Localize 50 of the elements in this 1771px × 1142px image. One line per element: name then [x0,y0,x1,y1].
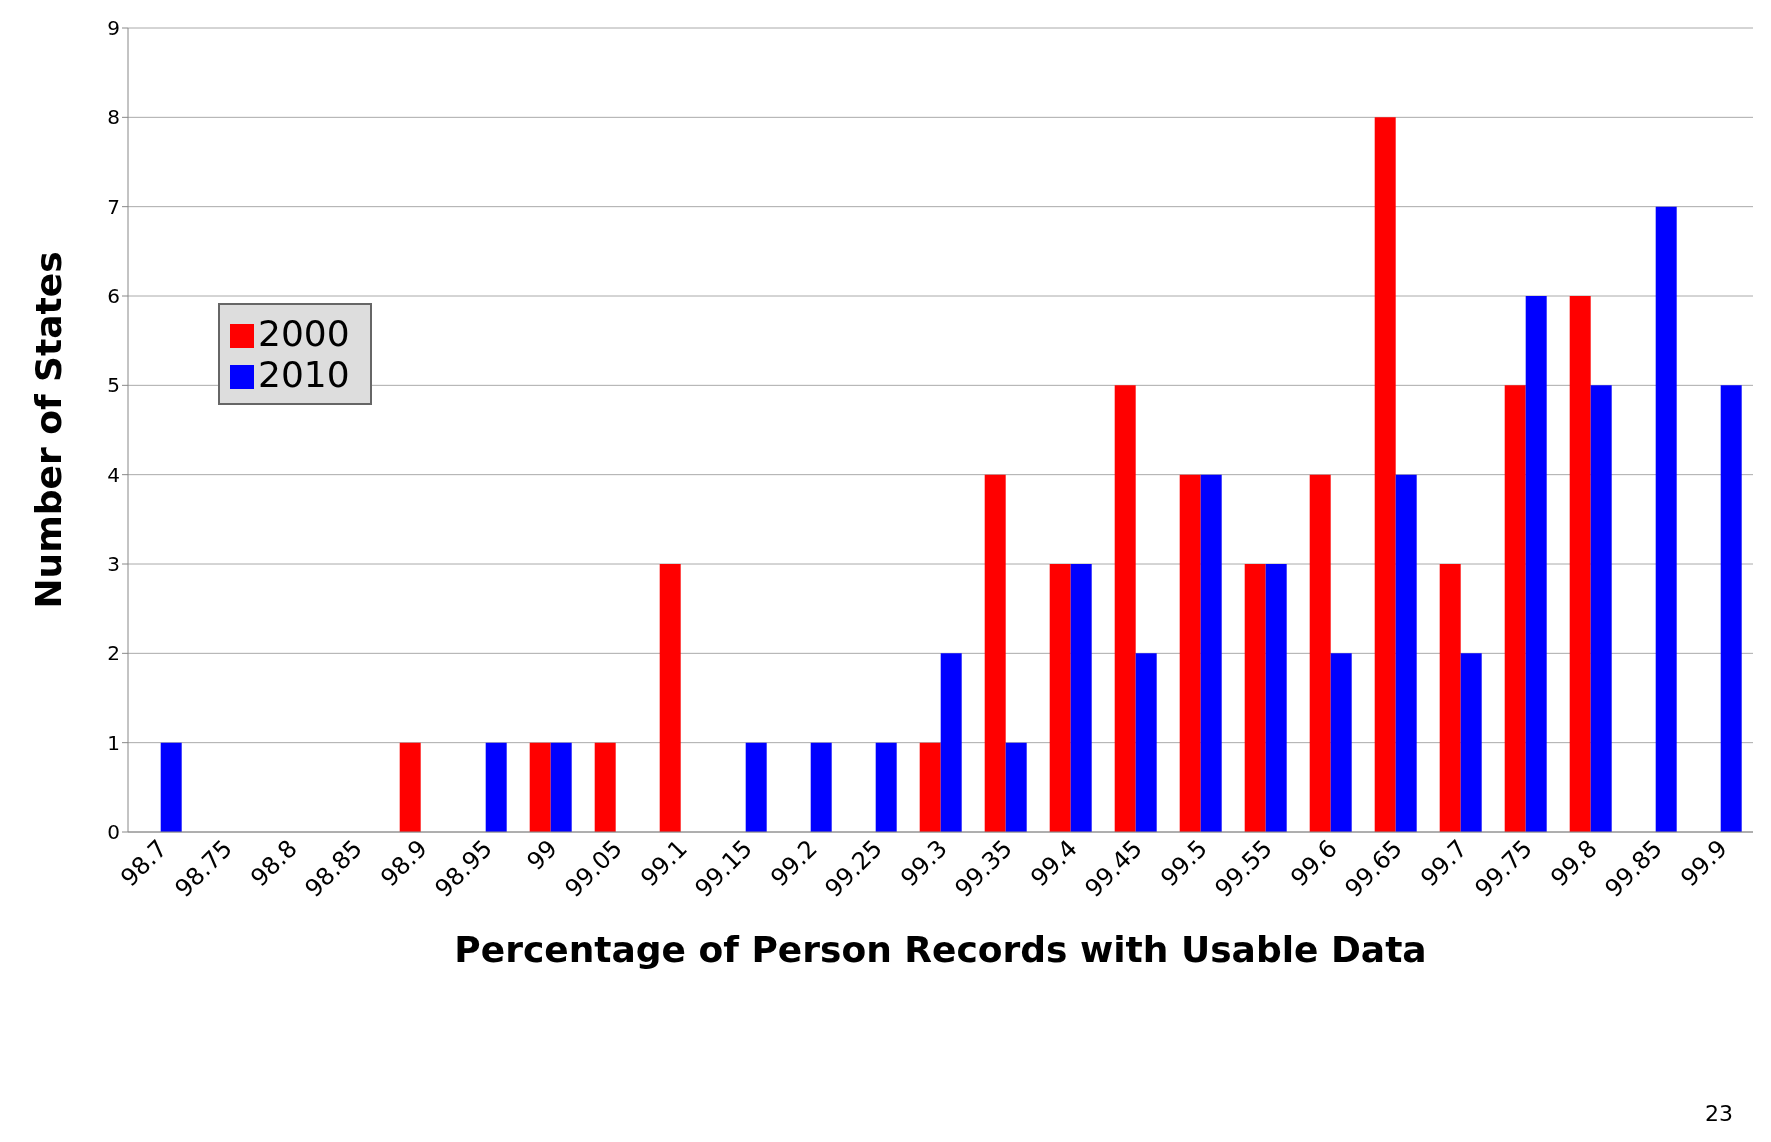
bar [1265,564,1287,832]
bar [1309,474,1331,832]
y-tick-label: 2 [107,641,120,666]
bar [875,742,897,832]
bar [1504,385,1526,832]
bar [1525,296,1547,832]
bar [1569,296,1591,832]
text: 23 [1705,1101,1733,1126]
bar [1244,564,1266,832]
bar [984,474,1006,832]
y-axis-title: Number of States [27,251,69,609]
y-tick-label: 4 [107,462,120,487]
x-axis-title: Percentage of Person Records with Usable Data [454,929,1427,970]
y-tick-label: 9 [107,16,120,41]
bar [1179,474,1201,832]
bar [594,742,616,832]
bar [1720,385,1742,832]
bar [940,653,962,832]
bar [810,742,832,832]
bar [1374,117,1396,832]
legend-label: 2010 [258,354,350,395]
y-tick-label: 8 [107,105,120,130]
y-tick-label: 7 [107,194,120,219]
bar [659,564,681,832]
y-tick-label: 1 [107,730,120,755]
bar [1460,653,1482,832]
bar [919,742,941,832]
bar [160,742,182,832]
bar [1070,564,1092,832]
bar [1005,742,1027,832]
bar [1395,474,1417,832]
bar [1330,653,1352,832]
y-tick-label: 5 [107,373,120,398]
bar [1439,564,1461,832]
y-tick-label: 6 [107,284,120,309]
bar [1655,206,1677,832]
bar [1135,653,1157,832]
legend-label: 2000 [258,313,350,354]
bar [1590,385,1612,832]
bar [1114,385,1136,832]
x-tick-label: 99 [521,834,563,876]
bar [485,742,507,832]
bar [399,742,421,832]
bar [1049,564,1071,832]
y-tick-label: 3 [107,552,120,577]
bar [1200,474,1222,832]
bar [745,742,767,832]
y-tick-label: 0 [107,820,120,845]
bar [529,742,551,832]
bar [550,742,572,832]
